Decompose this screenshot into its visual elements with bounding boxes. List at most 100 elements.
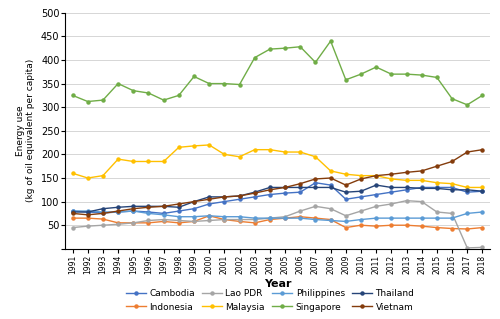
Vietnam	[236, 194, 242, 198]
Lao PDR	[373, 204, 379, 208]
Thailand	[312, 186, 318, 189]
Singapore	[160, 98, 166, 102]
Vietnam	[176, 202, 182, 206]
Thailand	[434, 187, 440, 190]
Cambodia	[434, 186, 440, 189]
Lao PDR	[388, 202, 394, 206]
Indonesia	[404, 223, 409, 227]
Vietnam	[191, 200, 197, 204]
Malaysia	[191, 144, 197, 148]
Lao PDR	[480, 246, 486, 249]
Indonesia	[282, 216, 288, 220]
Malaysia	[404, 178, 409, 182]
Y-axis label: Energy use
(kg of oil equivalent per capita): Energy use (kg of oil equivalent per cap…	[16, 59, 36, 203]
Singapore	[312, 60, 318, 64]
Cambodia	[449, 186, 455, 189]
Singapore	[388, 72, 394, 76]
Cambodia	[373, 193, 379, 197]
Lao PDR	[404, 199, 409, 203]
Indonesia	[115, 221, 121, 225]
Thailand	[373, 183, 379, 187]
Cambodia	[480, 189, 486, 193]
Cambodia	[176, 209, 182, 213]
Vietnam	[282, 186, 288, 189]
Thailand	[70, 210, 75, 214]
Cambodia	[236, 197, 242, 201]
Vietnam	[404, 170, 409, 174]
Cambodia	[418, 186, 424, 189]
Philippines	[358, 218, 364, 221]
Thailand	[343, 190, 349, 194]
Malaysia	[176, 145, 182, 149]
Indonesia	[480, 226, 486, 229]
Philippines	[267, 216, 273, 220]
Singapore	[100, 98, 106, 102]
Philippines	[130, 209, 136, 213]
Indonesia	[449, 226, 455, 230]
Cambodia	[252, 195, 258, 199]
Thailand	[206, 195, 212, 199]
Singapore	[85, 100, 91, 103]
Indonesia	[100, 217, 106, 221]
Philippines	[343, 219, 349, 223]
Philippines	[236, 215, 242, 219]
Philippines	[449, 216, 455, 220]
Thailand	[418, 187, 424, 190]
Indonesia	[160, 219, 166, 223]
Singapore	[449, 97, 455, 100]
Line: Cambodia: Cambodia	[71, 181, 484, 215]
Vietnam	[373, 174, 379, 178]
Cambodia	[146, 210, 152, 214]
Thailand	[191, 200, 197, 204]
Vietnam	[222, 195, 228, 199]
Vietnam	[298, 182, 304, 186]
Thailand	[388, 186, 394, 189]
Cambodia	[404, 188, 409, 192]
Cambodia	[160, 211, 166, 215]
Indonesia	[434, 226, 440, 229]
Malaysia	[388, 177, 394, 181]
Vietnam	[70, 211, 75, 215]
Lao PDR	[298, 209, 304, 213]
Singapore	[434, 76, 440, 79]
Singapore	[418, 73, 424, 77]
Philippines	[115, 210, 121, 214]
Lao PDR	[328, 207, 334, 211]
Cambodia	[464, 190, 470, 194]
Lao PDR	[236, 218, 242, 221]
Line: Indonesia: Indonesia	[71, 214, 484, 231]
Thailand	[328, 186, 334, 189]
Indonesia	[146, 221, 152, 225]
Lao PDR	[191, 219, 197, 223]
Lao PDR	[434, 210, 440, 214]
Philippines	[373, 216, 379, 220]
Malaysia	[70, 171, 75, 175]
Philippines	[191, 215, 197, 219]
Malaysia	[373, 174, 379, 178]
Indonesia	[222, 218, 228, 221]
Lao PDR	[160, 218, 166, 221]
Malaysia	[358, 174, 364, 178]
Malaysia	[146, 160, 152, 163]
Singapore	[298, 45, 304, 49]
Philippines	[100, 210, 106, 214]
Lao PDR	[100, 223, 106, 227]
Vietnam	[160, 204, 166, 208]
Thailand	[358, 189, 364, 193]
Cambodia	[115, 210, 121, 214]
Lao PDR	[252, 218, 258, 221]
Malaysia	[434, 181, 440, 185]
Lao PDR	[85, 224, 91, 228]
Vietnam	[449, 160, 455, 163]
Malaysia	[206, 143, 212, 147]
Indonesia	[343, 226, 349, 229]
Cambodia	[298, 190, 304, 194]
Lao PDR	[267, 216, 273, 220]
Line: Vietnam: Vietnam	[71, 148, 484, 216]
Singapore	[252, 56, 258, 60]
Thailand	[267, 186, 273, 189]
Vietnam	[388, 172, 394, 176]
Singapore	[115, 82, 121, 85]
Philippines	[328, 219, 334, 222]
Cambodia	[130, 209, 136, 213]
